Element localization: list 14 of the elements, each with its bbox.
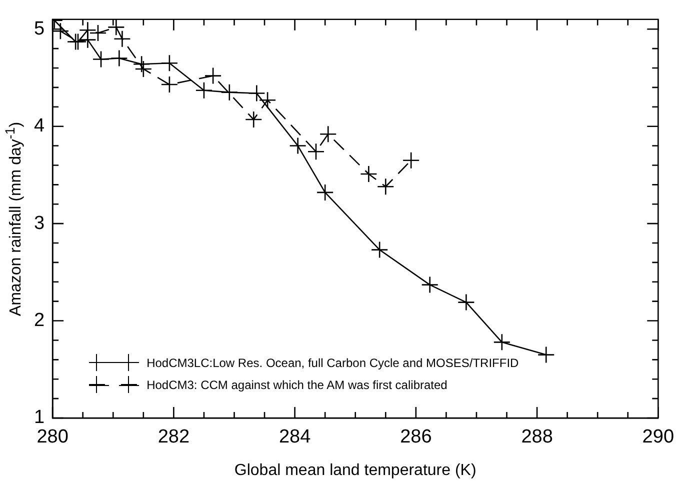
y-tick-label: 1 [34,407,45,428]
y-tick-label: 4 [34,116,45,137]
y-tick-label: 2 [34,310,45,332]
x-tick-label: 284 [278,426,312,448]
x-tick-label: 286 [400,426,432,448]
legend-label: HodCM3LC:Low Res. Ocean, full Carbon Cycle and MOSES/TRIFFID [146,356,519,370]
x-tick-label: 290 [642,426,674,448]
y-tick-label: 5 [34,18,45,40]
x-axis-title: Global mean land temperature (K) [234,462,476,479]
x-tick-label: 282 [158,426,190,448]
legend-label: HodCM3: CCM against which the AM was first calibrated [146,378,448,392]
y-tick-label: 3 [34,212,45,234]
x-tick-label: 280 [36,426,68,448]
x-tick-label: 288 [521,426,553,448]
